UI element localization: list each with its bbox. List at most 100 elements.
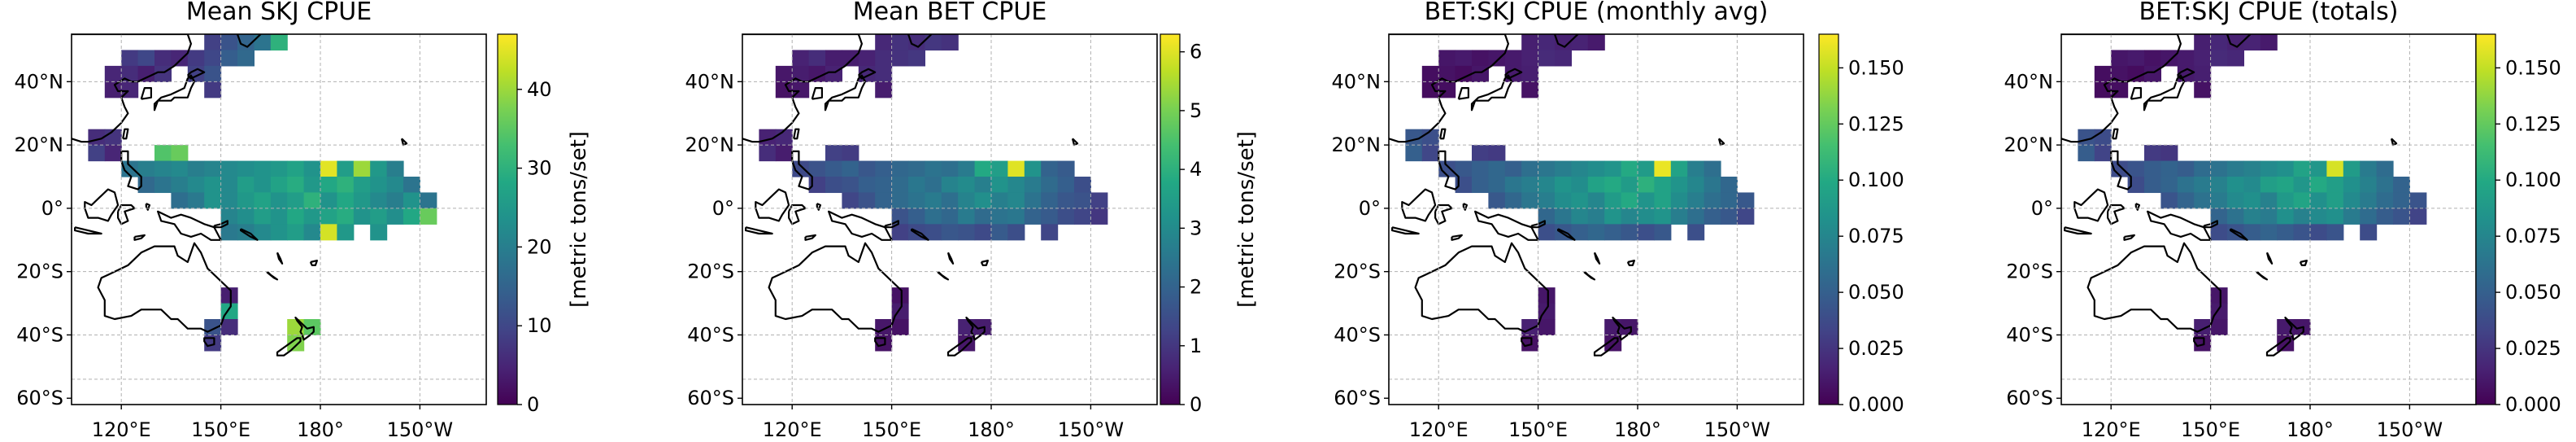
cpue-cell: [2095, 81, 2112, 98]
coastline-australia: [769, 243, 902, 332]
cpue-cell: [842, 50, 859, 66]
cpue-cell: [420, 192, 437, 208]
cpue-cell: [892, 161, 909, 177]
colorbar-tick-label: 20: [527, 235, 552, 258]
cpue-cell: [1007, 192, 1025, 208]
cpue-cell: [2294, 161, 2311, 177]
colorbar-tick-label: 6: [1190, 41, 1202, 63]
cpue-cell: [370, 208, 387, 225]
cpue-cell: [1041, 161, 1058, 177]
coastline-vanuatu: [1595, 252, 1599, 264]
cpue-cell: [2343, 177, 2361, 193]
x-tick-label: 150°E: [2181, 418, 2240, 441]
cpue-cell: [188, 177, 205, 193]
cpue-cell: [2277, 208, 2294, 225]
cpue-cell: [975, 208, 992, 225]
cpue-cell: [171, 145, 188, 161]
cpue-cell: [204, 81, 221, 98]
colorbar-tick-label: 0.000: [1848, 393, 1904, 416]
cpue-cell: [825, 50, 842, 66]
cpue-cell: [403, 192, 420, 208]
cpue-cell: [1025, 192, 1042, 208]
cpue-cell: [2377, 208, 2394, 225]
cpue-cell: [1638, 192, 1655, 208]
cpue-cell: [892, 319, 909, 335]
cpue-cell: [287, 208, 304, 225]
cpue-cell: [1588, 224, 1605, 240]
cpue-cell: [1604, 192, 1621, 208]
cpue-cell: [1521, 81, 1538, 98]
cpue-cell: [1538, 177, 1556, 193]
cpue-cell: [1521, 66, 1538, 82]
cpue-cell: [842, 145, 859, 161]
cpue-cell: [875, 34, 892, 50]
cpue-cell: [2194, 161, 2211, 177]
cpue-cell: [2211, 319, 2228, 335]
cpue-cell: [1521, 177, 1538, 193]
cpue-cell: [1090, 192, 1107, 208]
x-tick-label: 150°E: [862, 418, 921, 441]
cpue-cell: [354, 192, 371, 208]
cpue-cell: [2294, 208, 2311, 225]
cpue-cell: [1422, 66, 1439, 82]
coastline-korea: [141, 88, 151, 99]
cpue-cell: [1025, 177, 1042, 193]
cpue-cell: [320, 208, 337, 225]
cpue-cell: [387, 161, 404, 177]
coastline-java: [75, 227, 102, 234]
cpue-cell: [2326, 224, 2343, 240]
map-plot-area: [2031, 34, 2476, 405]
cpue-cell: [1638, 224, 1655, 240]
cpue-cell: [1638, 208, 1655, 225]
cpue-cell: [188, 161, 205, 177]
colorbar-tick-label: 0.075: [1848, 225, 1904, 247]
cpue-cell: [1588, 177, 1605, 193]
colorbar-tick-label: 0.050: [2505, 281, 2561, 304]
cpue-cell: [1488, 192, 1505, 208]
cpue-cell: [1604, 224, 1621, 240]
cpue-cell: [842, 192, 859, 208]
cpue-cell: [204, 66, 221, 82]
cpue-cell: [2310, 224, 2327, 240]
colorbar-tick-label: 2: [1190, 276, 1202, 299]
cpue-cell: [908, 177, 925, 193]
cpue-cell: [2178, 50, 2195, 66]
cpue-cell: [1555, 208, 1572, 225]
cpue-cell: [2211, 161, 2228, 177]
cpue-cell: [908, 161, 925, 177]
cpue-cell: [1521, 192, 1538, 208]
cpue-cell: [1621, 208, 1638, 225]
cpue-cell: [171, 177, 188, 193]
cpue-cell: [105, 66, 122, 82]
cpue-cell: [1671, 177, 1688, 193]
cpue-cell: [254, 208, 271, 225]
cpue-cell: [237, 50, 255, 66]
cpue-cell: [271, 34, 288, 50]
cpue-cell: [2360, 177, 2377, 193]
cpue-cell: [2261, 224, 2278, 240]
colorbar: [2476, 34, 2496, 405]
cpue-cell: [337, 177, 354, 193]
colorbar-tick-label: 0: [527, 393, 539, 416]
cpue-cell: [1621, 177, 1638, 193]
cpue-cell: [2360, 224, 2377, 240]
cpue-cell: [2160, 50, 2178, 66]
cpue-cell: [403, 208, 420, 225]
cpue-cell: [875, 50, 892, 66]
colorbar-tick-label: 0.125: [1848, 112, 1904, 135]
cpue-cell: [1521, 50, 1538, 66]
cpue-cell: [859, 50, 876, 66]
coastline-halmahera: [817, 203, 820, 210]
cpue-cell: [2243, 34, 2261, 50]
cpue-cell: [1588, 192, 1605, 208]
coastline-sulawesi: [118, 205, 134, 224]
cpue-cell: [925, 208, 942, 225]
cpue-cell: [237, 177, 255, 193]
coastline-newcaledonia: [1585, 272, 1595, 280]
cpue-cell: [991, 177, 1008, 193]
cpue-cell: [2227, 50, 2244, 66]
cpue-cell: [1704, 161, 1721, 177]
cpue-cell: [958, 224, 975, 240]
y-tick-label: 0°: [2031, 197, 2053, 220]
cpue-cell: [2360, 208, 2377, 225]
